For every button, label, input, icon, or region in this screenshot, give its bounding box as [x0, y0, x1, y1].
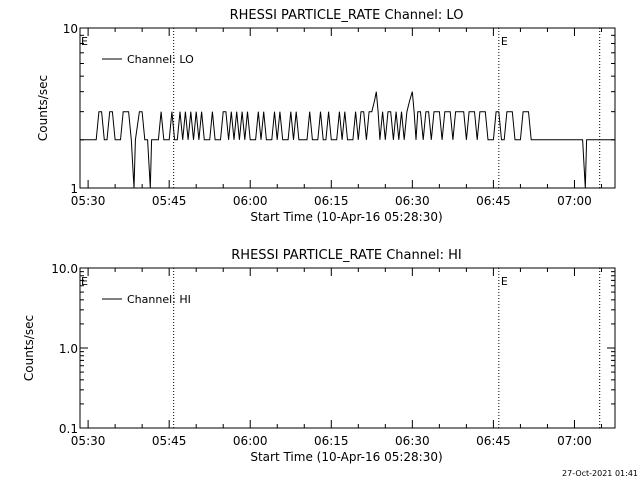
chart-1-xtick-label: 06:15 — [314, 434, 349, 448]
chart-0-ylabel: Counts/sec — [36, 75, 50, 141]
chart-0-xtick-label: 06:45 — [476, 194, 511, 208]
chart-1-ytick-label: 0.1 — [59, 422, 78, 436]
chart-0-xtick-label: 05:30 — [71, 194, 106, 208]
chart-1-ytick-label: 1.0 — [59, 342, 78, 356]
chart-1-marker-label: E — [501, 275, 508, 288]
chart-0-xtick-label: 07:00 — [557, 194, 592, 208]
chart-1-xtick-label: 05:45 — [152, 434, 187, 448]
chart-1-xtick-label: 07:00 — [557, 434, 592, 448]
chart-0-title: RHESSI PARTICLE_RATE Channel: LO — [230, 8, 464, 23]
chart-1-xtick-label: 06:00 — [233, 434, 268, 448]
chart-0-series-line — [80, 91, 615, 188]
chart-0-frame — [79, 27, 616, 189]
chart-0-edge-label: E — [81, 35, 88, 48]
chart-1-ytick-label: 10.0 — [51, 262, 78, 276]
chart-0-xtick-label: 05:45 — [152, 194, 187, 208]
footer-timestamp: 27-Oct-2021 01:41 — [562, 469, 638, 478]
chart-1-ylabel: Counts/sec — [22, 315, 36, 381]
chart-0-ytick-label: 1 — [70, 182, 78, 196]
chart-0-legend-entry: Channel: LO — [127, 53, 194, 66]
chart-1-xlabel: Start Time (10-Apr-16 05:28:30) — [250, 450, 442, 464]
chart-0-xlabel: Start Time (10-Apr-16 05:28:30) — [250, 210, 442, 224]
chart-1-title: RHESSI PARTICLE_RATE Channel: HI — [231, 248, 461, 263]
chart-1-frame — [79, 267, 616, 429]
chart-0-xtick-label: 06:15 — [314, 194, 349, 208]
chart-0-xtick-label: 06:30 — [395, 194, 430, 208]
chart-1-legend-entry: Channel: HI — [127, 293, 191, 306]
chart-0-xtick-label: 06:00 — [233, 194, 268, 208]
chart-0-ytick-label: 10 — [63, 22, 78, 36]
chart-1-edge-label: E — [81, 275, 88, 288]
chart-1-xtick-label: 06:30 — [395, 434, 430, 448]
chart-1-xtick-label: 06:45 — [476, 434, 511, 448]
chart-0-marker-label: E — [501, 35, 508, 48]
chart-1-xtick-label: 05:30 — [71, 434, 106, 448]
